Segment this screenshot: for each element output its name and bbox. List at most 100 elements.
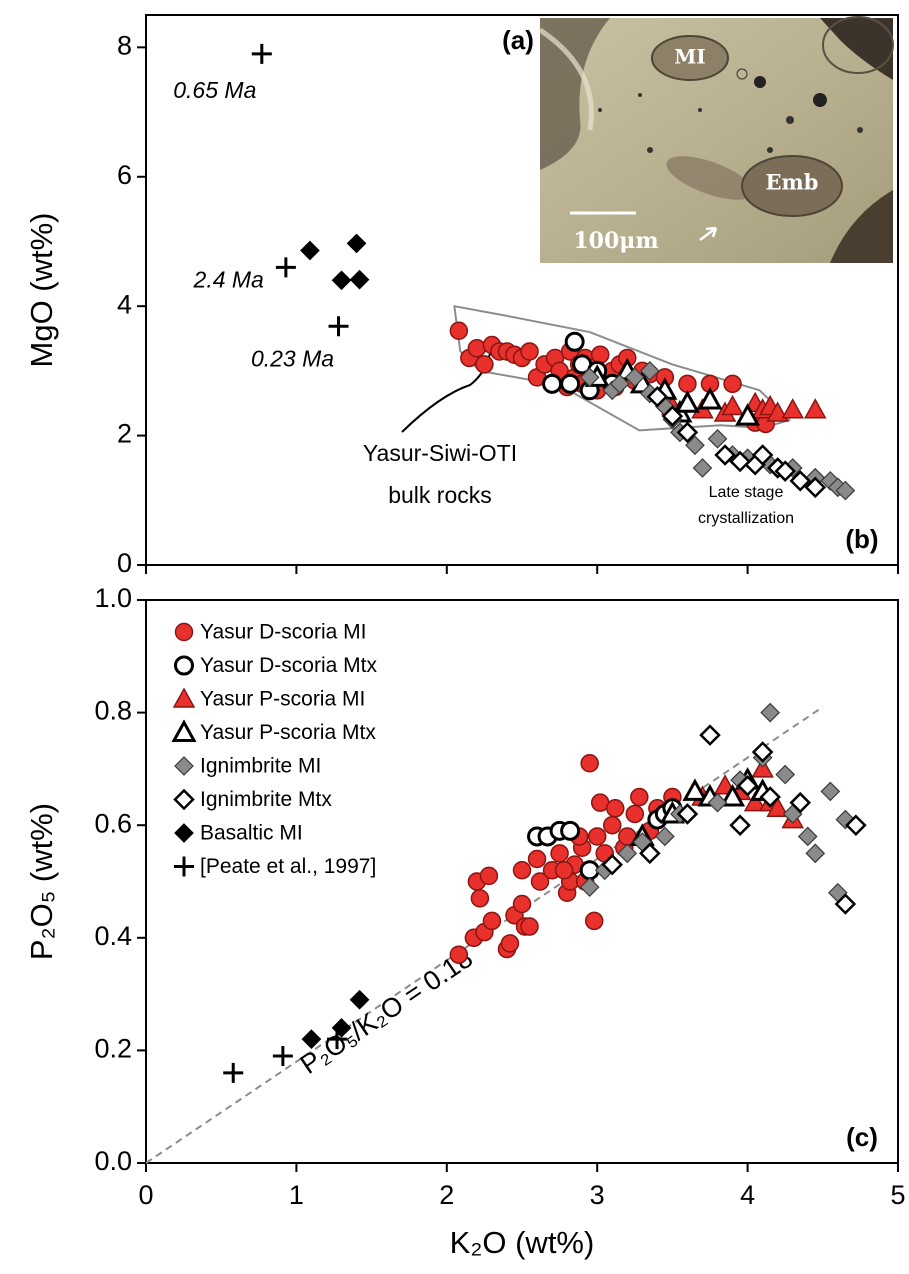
marker-circle <box>482 911 502 931</box>
marker-diamond <box>714 444 736 466</box>
reference-label: P₂O₅/K₂O = 0.18 <box>295 943 478 1080</box>
y-tick-label: 2 <box>117 419 132 449</box>
marker-diamond <box>624 367 645 388</box>
y-tick-label: 0.4 <box>94 921 132 951</box>
marker-diamond <box>707 428 728 449</box>
inset-label: MI <box>674 45 706 69</box>
marker-circle <box>449 321 469 341</box>
marker-circle <box>625 804 645 824</box>
marker-diamond <box>346 233 367 254</box>
marker-circle <box>520 917 539 936</box>
plot-frame <box>145 14 899 566</box>
scale-label: 100μm <box>573 228 658 254</box>
marker-circle <box>723 374 742 394</box>
marker-plus <box>275 257 296 278</box>
marker-diamond <box>835 480 856 501</box>
marker-triangle <box>720 783 746 807</box>
panel-label: (a) <box>502 25 534 55</box>
marker-diamond <box>805 843 826 864</box>
y-axis-title: MgO (wt%) <box>24 213 59 368</box>
legend-label: Yasur D-scoria Mtx <box>200 654 377 677</box>
marker-circle <box>467 338 487 358</box>
marker-diamond <box>579 877 600 897</box>
marker-circle <box>527 849 547 869</box>
marker-plus <box>272 1046 293 1067</box>
marker-triangle <box>743 791 767 812</box>
field-label: bulk rocks <box>388 482 492 508</box>
marker-diamond <box>834 893 857 915</box>
annotation: crystallization <box>698 510 794 527</box>
panel-label: (c) <box>846 1122 878 1152</box>
legend-label: Yasur D-scoria MI <box>200 621 366 644</box>
legend-label: Basaltic MI <box>200 822 303 845</box>
series <box>300 233 370 291</box>
marker-diamond <box>751 741 774 763</box>
x-tick-label: 4 <box>740 1180 755 1210</box>
x-axis-title: K₂O (wt%) <box>450 1225 595 1260</box>
marker-diamond <box>639 361 660 381</box>
marker-diamond <box>300 240 320 261</box>
marker-circle <box>590 345 610 364</box>
marker-diamond <box>729 814 751 836</box>
marker-diamond <box>736 775 759 797</box>
marker-plus <box>223 1062 244 1083</box>
y-tick-label: 8 <box>117 30 132 60</box>
marker-triangle <box>751 757 774 778</box>
legend-marker <box>174 856 194 877</box>
marker-diamond <box>797 826 818 847</box>
series <box>601 724 867 915</box>
marker-diamond <box>676 421 699 444</box>
y-tick-label: 0 <box>117 548 132 578</box>
marker-diamond <box>609 373 630 394</box>
x-tick-label: 0 <box>138 1180 153 1210</box>
y-axis-title: P₂O₅ (wt%) <box>24 803 59 960</box>
marker-circle <box>512 860 532 880</box>
marker-triangle <box>781 398 804 419</box>
point-label: 0.23 Ma <box>251 345 334 371</box>
marker-diamond <box>655 826 675 847</box>
point-label: 0.65 Ma <box>173 77 256 103</box>
marker-plus <box>328 316 349 337</box>
marker-circle <box>550 844 569 863</box>
legend-label: Yasur P-scoria MI <box>200 688 365 711</box>
x-tick-label: 3 <box>590 1180 605 1210</box>
marker-triangle <box>721 394 744 416</box>
marker-diamond <box>349 989 370 1010</box>
marker-diamond <box>661 405 684 427</box>
marker-diamond <box>685 435 705 456</box>
legend-marker <box>174 655 194 676</box>
marker-diamond <box>759 786 781 808</box>
series <box>223 1029 348 1083</box>
marker-diamond <box>789 791 812 814</box>
y-tick-label: 0.2 <box>94 1034 132 1064</box>
legend-marker <box>174 756 194 776</box>
point-label: 2.4 Ma <box>193 266 264 292</box>
y-tick-label: 0.8 <box>94 696 132 726</box>
annotation: Late stage <box>709 484 784 501</box>
marker-diamond <box>820 781 841 802</box>
marker-circle <box>602 815 622 835</box>
legend-label: Ignimbrite Mtx <box>200 788 332 811</box>
series <box>646 385 827 499</box>
x-tick-label: 5 <box>890 1180 905 1210</box>
marker-plus <box>327 1029 348 1050</box>
x-tick-label: 1 <box>289 1180 304 1210</box>
marker-diamond <box>751 444 774 466</box>
marker-diamond <box>639 842 661 865</box>
marker-triangle <box>766 796 789 818</box>
marker-diamond <box>301 1029 322 1049</box>
marker-circle <box>500 934 520 953</box>
marker-circle <box>530 872 550 891</box>
legend-label: Yasur P-scoria Mtx <box>200 721 376 744</box>
marker-diamond <box>729 450 751 473</box>
marker-diamond <box>601 853 624 876</box>
marker-diamond <box>692 458 713 478</box>
marker-circle <box>580 754 599 773</box>
marker-diamond <box>775 764 796 785</box>
marker-diamond <box>579 367 600 388</box>
marker-circle <box>542 373 563 394</box>
marker-diamond <box>331 270 352 291</box>
marker-circle <box>587 827 607 846</box>
marker-circle <box>512 894 532 914</box>
